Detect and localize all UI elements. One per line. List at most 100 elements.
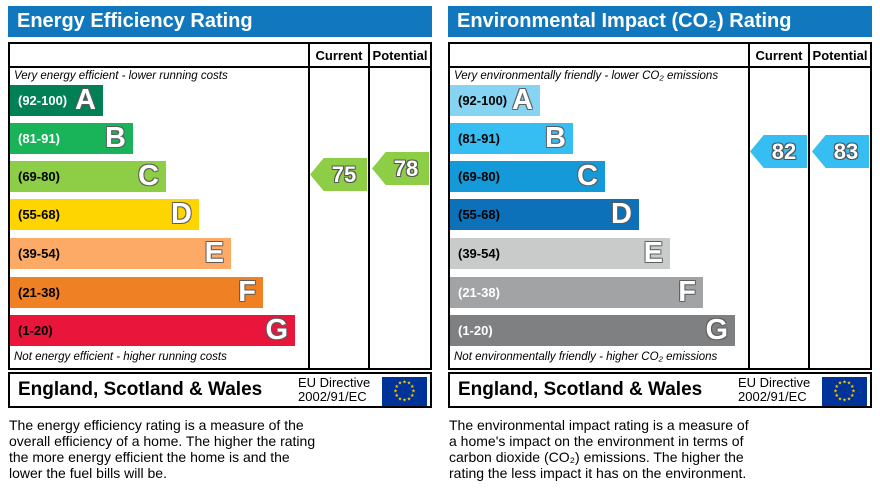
description-line: rating the less impact it has on the env…	[449, 465, 747, 481]
band-c-letter: C	[577, 160, 598, 192]
potential-rating-arrow: 78	[372, 152, 429, 185]
svg-text:★: ★	[394, 393, 399, 399]
svg-text:★: ★	[847, 396, 852, 402]
impact-rating-chart: Current Potential Very environmentally f…	[448, 42, 872, 370]
band-b-letter: B	[105, 122, 126, 154]
header-row-divider	[10, 66, 430, 68]
band-b: (81-91) B	[450, 123, 573, 154]
band-c-range: (69-80)	[18, 169, 60, 184]
eu-directive-label: EU Directive 2002/91/EC	[298, 376, 370, 404]
eu-directive-label: EU Directive 2002/91/EC	[738, 376, 810, 404]
region-label: England, Scotland & Wales	[458, 379, 703, 400]
description-line: overall efficiency of a home. The higher…	[9, 433, 316, 449]
svg-text:★: ★	[407, 396, 412, 402]
description-line: the more energy efficient the home is an…	[9, 449, 290, 465]
svg-text:★: ★	[410, 384, 415, 390]
description-line: The environmental impact rating is a mea…	[449, 417, 749, 433]
svg-text:★: ★	[411, 389, 416, 395]
current-rating-value: 82	[771, 138, 797, 164]
eu-directive-line1: EU Directive	[298, 375, 371, 390]
region-label: England, Scotland & Wales	[18, 379, 263, 400]
eu-directive-line2: 2002/91/EC	[738, 389, 807, 404]
band-e: (39-54) E	[10, 238, 231, 269]
energy-efficiency-panel: Energy Efficiency Rating Current Potenti…	[8, 6, 432, 481]
band-g: (1-20) G	[450, 315, 735, 346]
potential-column-divider	[368, 44, 370, 368]
current-column-header: Current	[755, 48, 803, 63]
svg-text:★: ★	[407, 381, 412, 387]
eu-directive-line1: EU Directive	[738, 375, 811, 390]
band-a-range: (92-100)	[18, 93, 68, 108]
potential-column-header: Potential	[372, 48, 428, 63]
current-rating-arrow: 82	[750, 135, 807, 168]
svg-text:★: ★	[410, 393, 415, 399]
impact-panel-title: Environmental Impact (CO₂) Rating	[457, 10, 792, 32]
band-a: (92-100) A	[10, 85, 103, 116]
svg-text:★: ★	[402, 398, 407, 404]
band-f: (21-38) F	[10, 277, 263, 308]
svg-text:★: ★	[393, 389, 398, 395]
energy-rating-chart: Current Potential Very energy efficient …	[8, 42, 432, 370]
energy-panel-title-bar: Energy Efficiency Rating	[8, 6, 432, 37]
energy-panel-title: Energy Efficiency Rating	[17, 10, 253, 32]
band-f: (21-38) F	[450, 277, 703, 308]
band-e-range: (39-54)	[18, 246, 60, 261]
band-f-range: (21-38)	[458, 285, 500, 300]
potential-column-divider	[808, 44, 810, 368]
current-column-header: Current	[315, 48, 363, 63]
unfriendly-note: Not environmentally friendly - higher CO…	[454, 351, 718, 363]
svg-text:★: ★	[838, 396, 843, 402]
band-f-letter: F	[678, 276, 696, 308]
svg-text:★: ★	[851, 389, 856, 395]
description-line: a home's impact on the environment in te…	[449, 433, 744, 449]
band-c: (69-80) C	[450, 161, 605, 192]
band-a-letter: A	[75, 84, 96, 116]
energy-footer-bar: England, Scotland & Wales EU Directive 2…	[8, 372, 432, 408]
band-c-range: (69-80)	[458, 169, 500, 184]
band-d-range: (55-68)	[458, 207, 500, 222]
impact-panel-title-bar: Environmental Impact (CO₂) Rating	[448, 6, 872, 37]
band-e-letter: E	[204, 237, 224, 269]
band-d: (55-68) D	[450, 199, 639, 230]
svg-text:★: ★	[834, 384, 839, 390]
current-rating-arrow: 75	[310, 158, 367, 191]
band-g: (1-20) G	[10, 315, 295, 346]
impact-footer-bar: England, Scotland & Wales EU Directive 2…	[448, 372, 872, 408]
band-a-range: (92-100)	[458, 93, 508, 108]
band-f-letter: F	[238, 276, 256, 308]
inefficient-note: Not energy efficient - higher running co…	[14, 351, 227, 363]
band-d-range: (55-68)	[18, 207, 60, 222]
environmental-impact-panel: Environmental Impact (CO₂) Rating Curren…	[440, 0, 880, 493]
description-line: The energy efficiency rating is a measur…	[9, 417, 304, 433]
current-column-divider	[308, 44, 310, 368]
band-d-letter: D	[171, 198, 192, 230]
potential-rating-value: 78	[393, 155, 419, 181]
band-e-range: (39-54)	[458, 246, 500, 261]
svg-text:★: ★	[838, 381, 843, 387]
band-e-letter: E	[643, 237, 663, 269]
svg-text:★: ★	[398, 396, 403, 402]
efficient-note: Very energy efficient - lower running co…	[14, 70, 228, 82]
svg-text:★: ★	[850, 393, 855, 399]
friendly-note: Very environmentally friendly - lower CO…	[454, 70, 719, 82]
potential-rating-arrow: 83	[812, 135, 869, 168]
band-c-letter: C	[138, 160, 159, 192]
impact-description: The environmental impact rating is a mea…	[449, 417, 839, 481]
description-line: lower the fuel bills will be.	[9, 465, 167, 481]
header-row-divider	[450, 66, 870, 68]
band-d-letter: D	[611, 198, 632, 230]
svg-text:★: ★	[842, 398, 847, 404]
eu-flag-icon: ★ ★★ ★★★ ★★★ ★★★	[382, 377, 427, 406]
svg-text:★: ★	[850, 384, 855, 390]
eu-flag-icon: ★ ★★ ★★★ ★★★ ★★★	[822, 377, 867, 406]
svg-text:★: ★	[847, 381, 852, 387]
energy-description: The energy efficiency rating is a measur…	[9, 417, 399, 481]
band-b-range: (81-91)	[18, 131, 60, 146]
band-a: (92-100) A	[450, 85, 540, 116]
band-g-range: (1-20)	[18, 323, 53, 338]
potential-column-header: Potential	[812, 48, 868, 63]
band-b-letter: B	[545, 122, 566, 154]
band-f-range: (21-38)	[18, 285, 60, 300]
band-a-letter: A	[512, 84, 533, 116]
